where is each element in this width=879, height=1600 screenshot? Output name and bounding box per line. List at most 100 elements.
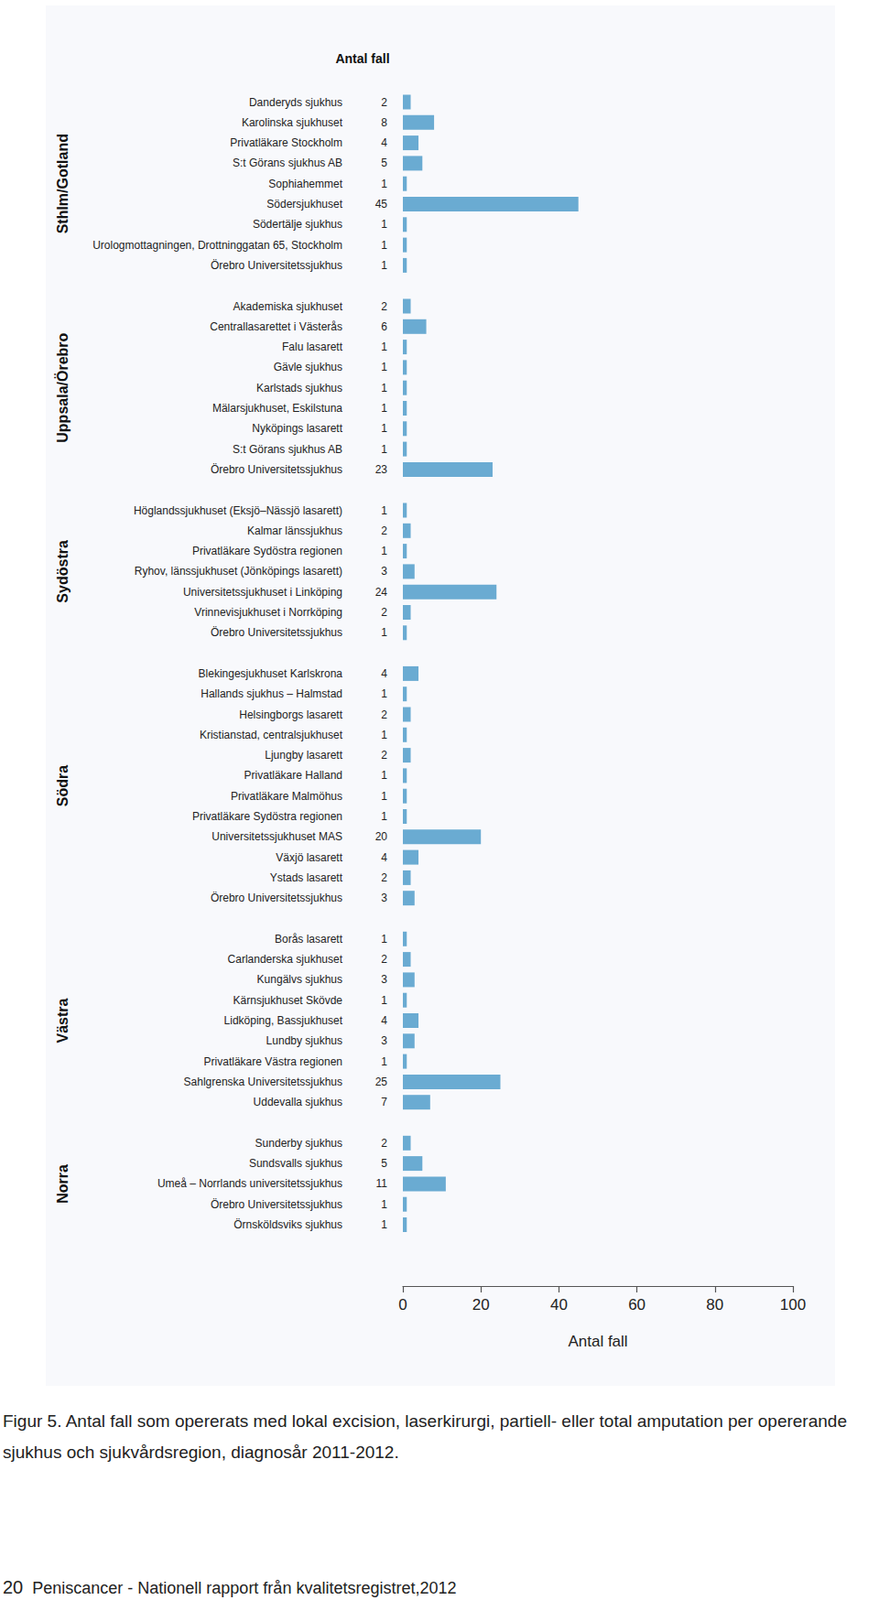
svg-text:Antal fall: Antal fall [567,1333,628,1351]
svg-text:Örebro Universitetssjukhus: Örebro Universitetssjukhus [210,259,343,272]
svg-text:Privatläkare Sydöstra regionen: Privatläkare Sydöstra regionen [192,810,343,824]
svg-text:1: 1 [380,443,388,456]
svg-text:1: 1 [380,790,388,804]
svg-text:2: 2 [380,524,388,538]
svg-text:Karolinska sjukhuset: Karolinska sjukhuset [241,116,344,130]
svg-text:1: 1 [380,504,388,518]
svg-text:1: 1 [380,933,388,946]
svg-text:1: 1 [380,422,388,435]
svg-text:Privatläkare Halland: Privatläkare Halland [244,769,343,782]
svg-text:45: 45 [375,197,389,211]
svg-text:Örebro Universitetssjukhus: Örebro Universitetssjukhus [210,891,343,905]
svg-text:Växjö lasarett: Växjö lasarett [275,851,343,865]
svg-text:1: 1 [380,769,388,782]
svg-text:2: 2 [380,871,388,885]
svg-text:1: 1 [380,687,388,701]
svg-text:1: 1 [380,994,388,1008]
svg-text:1: 1 [380,401,388,415]
svg-text:24: 24 [375,586,389,599]
svg-text:4: 4 [380,136,388,150]
svg-text:1: 1 [380,381,388,395]
svg-text:Borås lasarett: Borås lasarett [274,933,344,946]
svg-text:Universitetssjukhuset MAS: Universitetssjukhuset MAS [211,830,343,844]
svg-text:Kärnsjukhuset Skövde: Kärnsjukhuset Skövde [233,994,344,1008]
svg-text:Karlstads sjukhus: Karlstads sjukhus [256,381,343,395]
svg-text:2: 2 [380,748,388,762]
svg-text:Kalmar länssjukhus: Kalmar länssjukhus [247,524,343,538]
svg-text:2: 2 [380,708,388,722]
svg-text:5: 5 [380,1157,388,1171]
svg-text:3: 3 [380,1034,388,1048]
svg-text:Ystads lasarett: Ystads lasarett [270,871,344,885]
svg-text:8: 8 [380,116,388,130]
svg-text:Privatläkare Stockholm: Privatläkare Stockholm [229,136,343,150]
svg-text:S:t Görans sjukhus AB: S:t Görans sjukhus AB [232,443,343,456]
svg-text:Vrinnevisjukhuset i Norrköping: Vrinnevisjukhuset i Norrköping [194,606,343,619]
svg-text:Uppsala/Örebro: Uppsala/Örebro [54,332,71,443]
svg-text:0: 0 [398,1296,407,1314]
svg-text:1: 1 [380,626,388,640]
svg-text:Danderyds sjukhus: Danderyds sjukhus [249,96,343,109]
svg-text:20: 20 [472,1296,490,1314]
svg-text:2: 2 [380,96,388,109]
svg-text:1: 1 [380,728,388,742]
svg-text:Lidköping, Bassjukhuset: Lidköping, Bassjukhuset [224,1014,344,1028]
svg-text:Centrallasarettet i Västerås: Centrallasarettet i Västerås [209,320,343,334]
svg-text:3: 3 [380,564,388,578]
svg-text:Kristianstad, centralsjukhuset: Kristianstad, centralsjukhuset [199,728,344,742]
svg-text:2: 2 [380,1137,388,1151]
svg-text:2: 2 [380,953,388,966]
svg-text:Sundsvalls sjukhus: Sundsvalls sjukhus [249,1157,343,1171]
svg-text:Antal fall: Antal fall [335,51,390,66]
svg-text:1: 1 [380,1055,388,1069]
svg-text:1: 1 [380,177,388,191]
svg-text:40: 40 [550,1296,568,1314]
svg-text:Södertälje sjukhus: Södertälje sjukhus [252,217,343,231]
svg-text:100: 100 [780,1296,806,1314]
svg-text:Carlanderska sjukhuset: Carlanderska sjukhuset [227,953,344,966]
svg-text:4: 4 [380,667,388,681]
svg-text:S:t Görans sjukhus AB: S:t Görans sjukhus AB [232,156,343,170]
svg-text:Hallands sjukhus – Halmstad: Hallands sjukhus – Halmstad [200,687,343,701]
svg-text:Sophiahemmet: Sophiahemmet [268,177,343,191]
svg-text:Falu lasarett: Falu lasarett [282,340,344,354]
svg-text:Sthlm/Gotland: Sthlm/Gotland [54,133,71,234]
svg-text:Örebro Universitetssjukhus: Örebro Universitetssjukhus [210,1198,343,1212]
svg-text:23: 23 [375,463,389,477]
svg-text:Mälarsjukhuset, Eskilstuna: Mälarsjukhuset, Eskilstuna [212,401,343,415]
svg-text:4: 4 [380,1014,388,1028]
svg-text:Nyköpings lasarett: Nyköpings lasarett [251,422,343,435]
svg-text:Blekingesjukhuset Karlskrona: Blekingesjukhuset Karlskrona [198,667,344,681]
svg-text:Södersjukhuset: Södersjukhuset [266,197,343,211]
svg-text:5: 5 [380,156,388,170]
svg-text:1: 1 [380,1198,388,1212]
svg-text:1: 1 [380,810,388,824]
svg-text:Umeå – Norrlands universitetss: Umeå – Norrlands universitetssjukhus [157,1177,343,1191]
svg-text:Ljungby lasarett: Ljungby lasarett [264,748,343,762]
svg-text:Akademiska sjukhuset: Akademiska sjukhuset [233,300,344,314]
svg-text:1: 1 [380,544,388,558]
svg-text:Helsingborgs lasarett: Helsingborgs lasarett [238,708,343,722]
svg-text:6: 6 [380,320,388,334]
svg-text:60: 60 [628,1296,646,1314]
svg-text:4: 4 [380,851,388,865]
svg-text:2: 2 [380,300,388,314]
svg-text:Privatläkare Malmöhus: Privatläkare Malmöhus [230,790,343,804]
svg-text:Örnsköldsviks sjukhus: Örnsköldsviks sjukhus [233,1218,343,1232]
svg-text:Kungälvs sjukhus: Kungälvs sjukhus [257,973,343,987]
svg-text:1: 1 [380,360,388,374]
svg-text:1: 1 [380,340,388,354]
svg-text:7: 7 [380,1096,388,1109]
svg-text:11: 11 [376,1177,389,1191]
svg-text:Universitetssjukhuset i Linköp: Universitetssjukhuset i Linköping [183,586,343,599]
svg-text:Norra: Norra [54,1164,71,1205]
svg-text:1: 1 [380,259,388,272]
svg-text:Urologmottagningen, Drottningg: Urologmottagningen, Drottninggatan 65, S… [92,238,343,252]
svg-text:Sahlgrenska Universitetssjukhu: Sahlgrenska Universitetssjukhus [184,1075,343,1089]
svg-text:Sunderby sjukhus: Sunderby sjukhus [255,1137,343,1151]
svg-text:Örebro Universitetssjukhus: Örebro Universitetssjukhus [210,463,343,477]
svg-text:Gävle sjukhus: Gävle sjukhus [273,360,343,374]
svg-text:Privatläkare Västra regionen: Privatläkare Västra regionen [204,1055,343,1069]
svg-text:3: 3 [380,891,388,905]
svg-text:80: 80 [705,1296,724,1314]
